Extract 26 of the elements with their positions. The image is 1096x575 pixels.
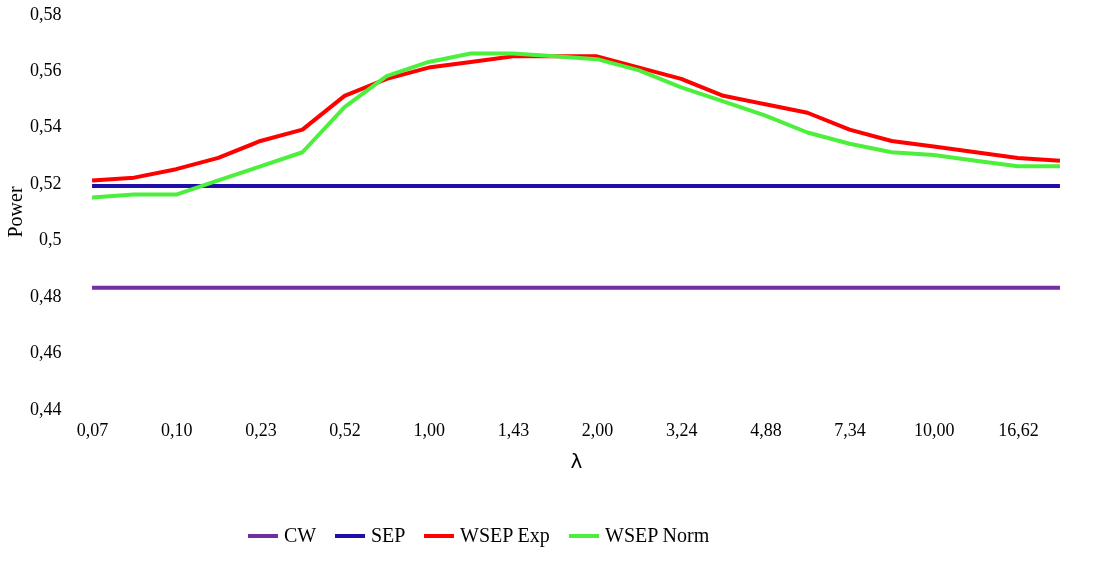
y-tick-label: 0,58	[30, 3, 62, 24]
x-tick-label: 2,00	[581, 419, 614, 440]
x-tick-label: 1,43	[497, 419, 530, 440]
x-tick-label: 16,62	[998, 419, 1039, 440]
y-tick-label: 0,5	[39, 229, 62, 250]
y-axis-title: Power	[4, 186, 26, 238]
x-tick-label: 3,24	[665, 419, 698, 440]
x-tick-label: 0,07	[76, 419, 109, 440]
x-axis-title: λ	[570, 448, 583, 473]
y-tick-label: 0,54	[30, 116, 62, 137]
x-tick-label: 10,00	[913, 419, 955, 440]
x-tick-label: 0,23	[245, 419, 277, 440]
y-tick-label: 0,44	[30, 398, 62, 419]
legend-label: SEP	[371, 524, 406, 546]
legend-label: WSEP Exp	[460, 524, 550, 547]
y-tick-label: 0,46	[30, 342, 62, 363]
x-tick-label: 0,52	[329, 419, 361, 440]
x-tick-label: 4,88	[750, 419, 782, 440]
legend-label: CW	[284, 524, 317, 546]
legend-label: WSEP Norm	[605, 524, 710, 546]
x-tick-label: 1,00	[413, 419, 445, 440]
x-tick-label: 7,34	[834, 419, 866, 440]
x-tick-label: 0,10	[160, 419, 193, 440]
y-tick-label: 0,48	[30, 285, 62, 306]
y-tick-label: 0,56	[30, 59, 62, 80]
y-tick-label: 0,52	[30, 172, 62, 193]
